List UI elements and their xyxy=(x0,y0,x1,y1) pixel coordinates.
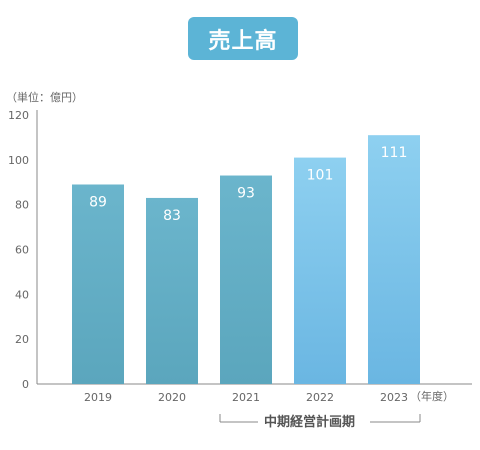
x-tick-label-2023: 2023 xyxy=(380,391,408,404)
x-tick-label-2019: 2019 xyxy=(84,391,112,404)
x-tick-label-2020: 2020 xyxy=(158,391,186,404)
chart-title: 売上高 xyxy=(188,17,298,60)
axes: 0 20 40 60 80 100 120 xyxy=(8,109,472,391)
y-tick-label: 120 xyxy=(8,109,29,122)
y-tick-label: 60 xyxy=(15,244,29,257)
data-label-2019: 89 xyxy=(89,194,107,210)
plan-period-label: 中期経営計画期 xyxy=(264,415,356,430)
y-tick-label: 20 xyxy=(15,333,29,346)
y-tick-label: 80 xyxy=(15,199,29,212)
x-tick-label-2022: 2022 xyxy=(306,391,334,404)
x-tick-label-2021: 2021 xyxy=(232,391,260,404)
bar-2020 xyxy=(146,197,198,384)
y-tick-label: 40 xyxy=(15,288,29,301)
data-label-2023: 111 xyxy=(381,145,408,161)
plan-period-bracket xyxy=(219,414,421,423)
y-tick-label: 100 xyxy=(8,154,29,167)
data-label-2020: 83 xyxy=(163,208,181,224)
data-label-2022: 101 xyxy=(307,168,334,184)
bar-2022 xyxy=(294,157,346,384)
bar-2021 xyxy=(220,175,272,384)
bar-2023 xyxy=(368,135,420,384)
bars: 89 2019 83 2020 93 2021 101 2022 111 2023 xyxy=(72,135,420,404)
y-tick-label: 0 xyxy=(22,378,29,391)
x-unit-label: （年度） xyxy=(410,390,454,403)
data-label-2021: 93 xyxy=(237,186,255,202)
bar-2019 xyxy=(72,184,124,384)
y-unit-label: （単位：億円） xyxy=(6,91,83,104)
